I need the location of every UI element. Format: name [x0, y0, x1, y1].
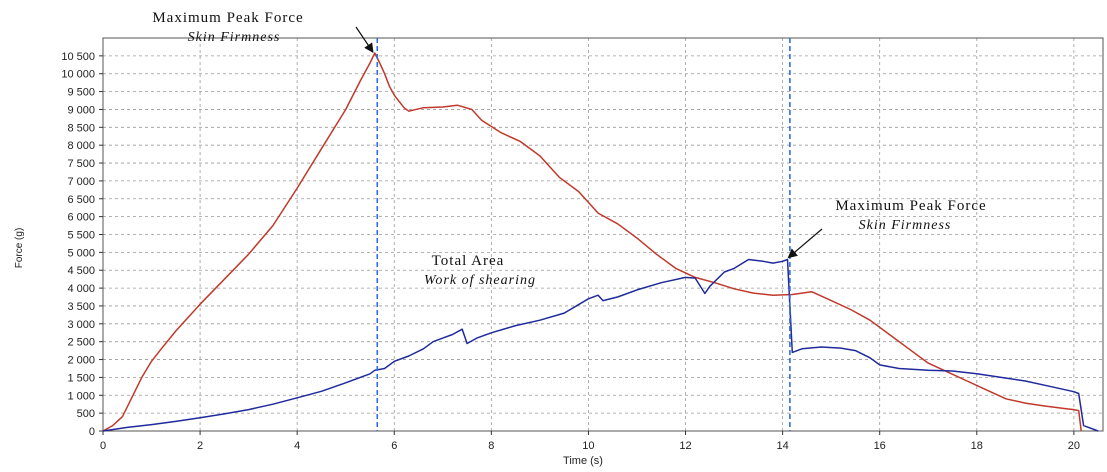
annotation-layer [355, 26, 823, 259]
annotation-arrow-2 [787, 228, 823, 259]
y-tick-label: 5 500 [67, 230, 95, 242]
marker-layer [376, 38, 791, 431]
y-tick-label: 0 [89, 426, 95, 438]
x-tick-label: 20 [1068, 440, 1080, 452]
series-line-2 [102, 258, 1099, 432]
y-tick-label: 8 500 [67, 122, 95, 134]
y-tick-label: 10 000 [61, 69, 95, 81]
annotation-arrow-1 [355, 26, 374, 54]
axes-layer: 0 500 1 000 1 500 2 000 2 500 3 000 3 500 4 000 4… [61, 37, 1104, 452]
annotation-peak-2-subtitle: Skin Firmness [859, 218, 952, 233]
x-tick-label: 8 [488, 440, 494, 452]
y-tick-label: 3 500 [67, 301, 95, 313]
y-tick-label: 6 500 [67, 194, 95, 206]
x-tick-label: 6 [391, 440, 397, 452]
y-tick-label: 5 000 [67, 247, 95, 259]
x-tick-label: 18 [971, 440, 983, 452]
y-tick-label: 9 500 [67, 87, 95, 99]
x-tick-label: 14 [776, 440, 788, 452]
y-tick-label: 4 500 [67, 265, 95, 277]
y-tick-label: 1 000 [67, 390, 95, 402]
annotation-peak-2-title: Maximum Peak Force [835, 198, 986, 214]
y-tick-label: 4 000 [67, 283, 95, 295]
x-axis-label: Time (s) [563, 455, 603, 467]
y-tick-label: 2 000 [67, 355, 95, 367]
annotation-total-area: Total Area Work of shearing [424, 253, 536, 288]
x-tick-label: 10 [582, 440, 594, 452]
series-line-1 [102, 52, 1082, 432]
annotation-peak-2: Maximum Peak Force Skin Firmness [835, 198, 986, 233]
x-tick-label: 0 [100, 440, 106, 452]
x-tick-label: 12 [679, 440, 691, 452]
y-tick-label: 10 500 [61, 51, 95, 63]
y-tick-label: 7 000 [67, 176, 95, 188]
series-layer [102, 52, 1099, 432]
x-tick-label: 4 [294, 440, 300, 452]
x-tick-label: 16 [874, 440, 886, 452]
annotation-peak-1-subtitle: Skin Firmness [188, 30, 281, 45]
y-tick-label: 3 000 [67, 319, 95, 331]
y-axis-label: Force (g) [14, 228, 25, 269]
y-tick-label: 1 500 [67, 372, 95, 384]
y-tick-label: 7 500 [67, 158, 95, 170]
annotation-peak-1: Maximum Peak Force Skin Firmness [152, 10, 303, 45]
y-tick-label: 9 000 [67, 104, 95, 116]
y-tick-label: 500 [77, 408, 95, 420]
y-tick-label: 2 500 [67, 337, 95, 349]
y-tick-label: 8 000 [67, 140, 95, 152]
x-tick-label: 2 [197, 440, 203, 452]
annotation-total-area-subtitle: Work of shearing [424, 273, 536, 288]
y-tick-label: 6 000 [67, 212, 95, 224]
grid-layer [103, 38, 1103, 431]
annotation-peak-1-title: Maximum Peak Force [152, 10, 303, 26]
annotation-total-area-title: Total Area [432, 253, 505, 269]
